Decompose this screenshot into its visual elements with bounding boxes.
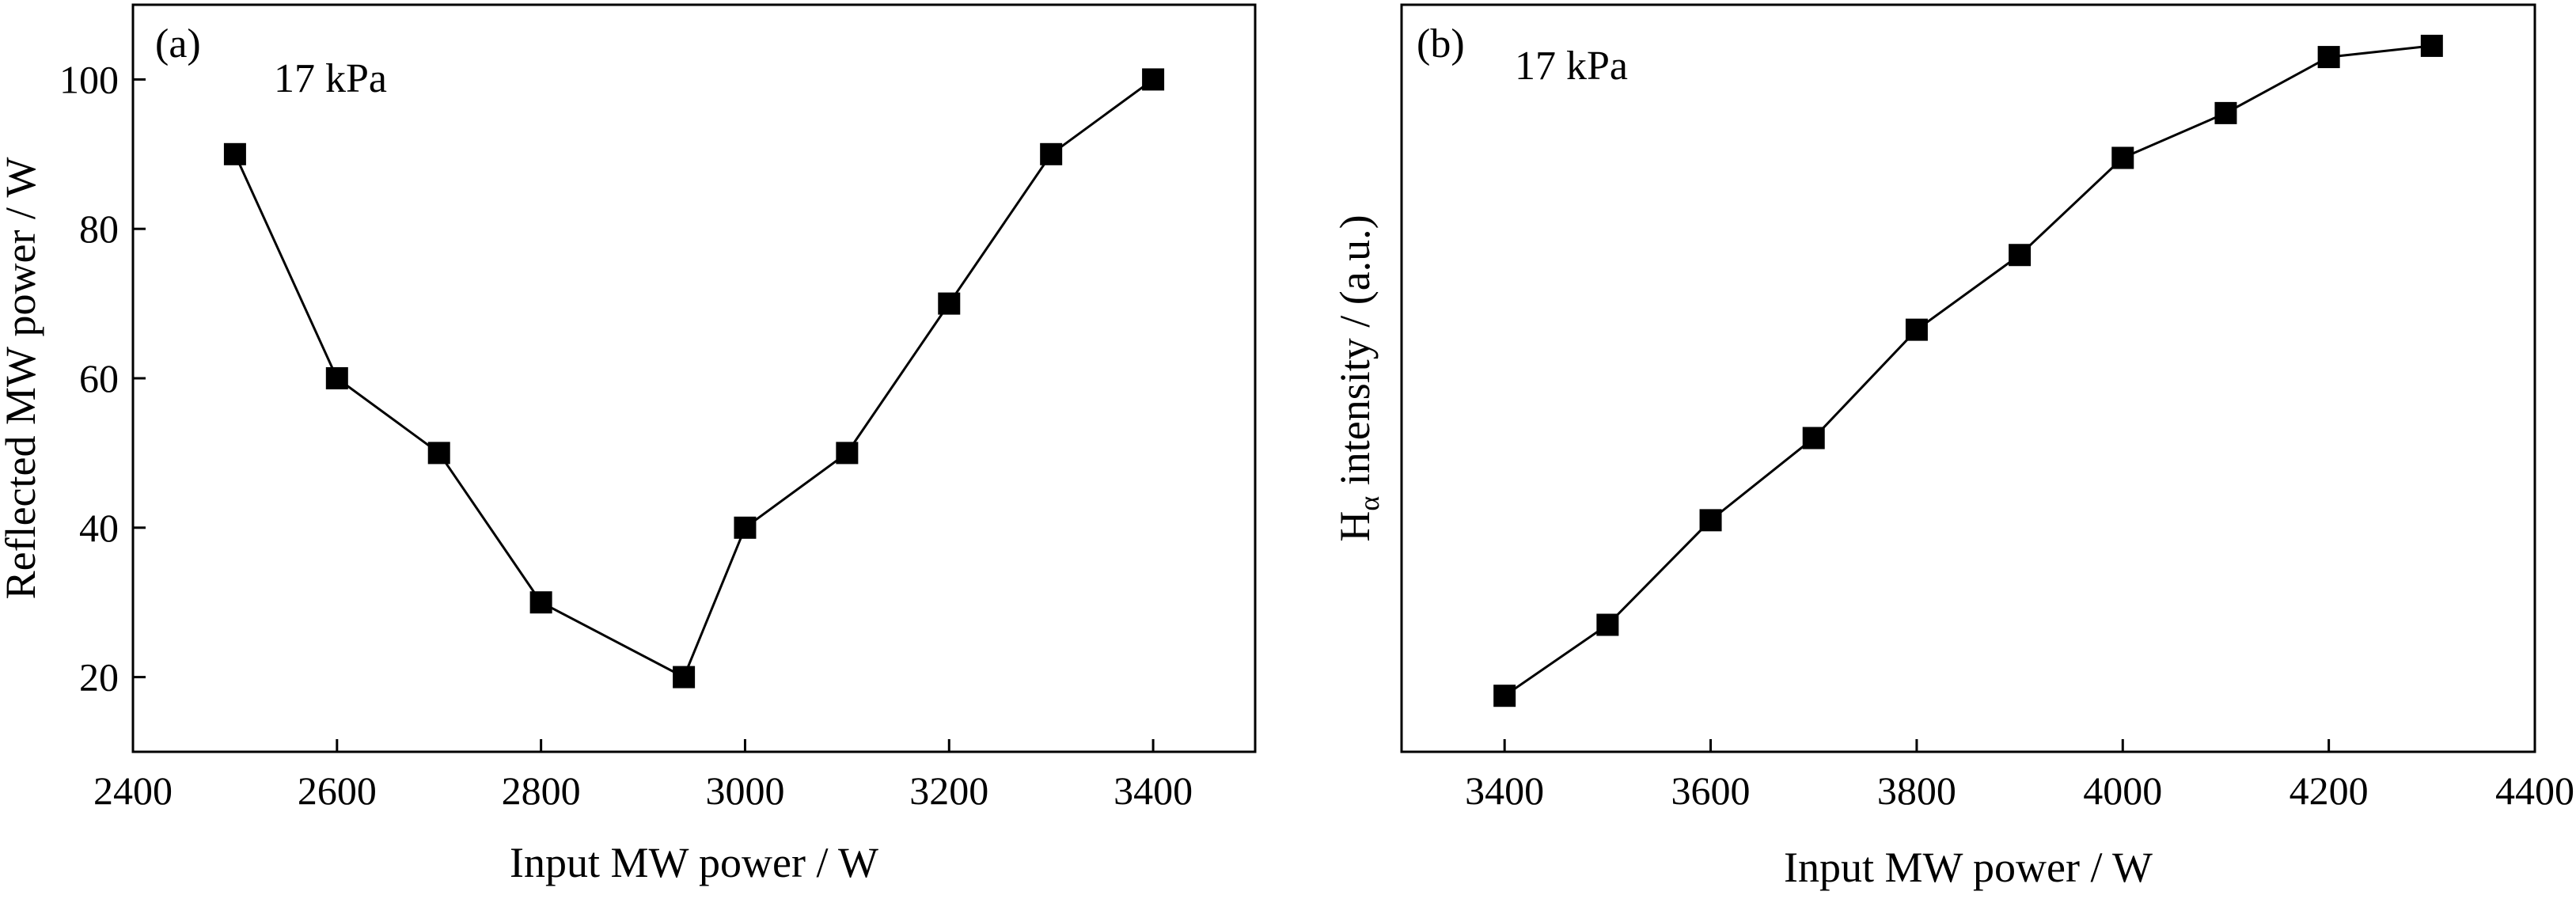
panel-b-pressure-annotation: 17 kPa [1515,44,1628,89]
panel-a-data-point [325,367,348,389]
panel-b-x-tick-label: 3800 [1877,768,1956,813]
panel-a-plot-frame [131,3,1257,753]
panel-b-y-axis-title: Hα intensity / (a.u.) [1331,214,1385,541]
panel-a-data-point [938,292,961,315]
panel-b-y-axis-title-main: H [1331,511,1379,542]
panel-b-x-tick-label: 3600 [1671,768,1751,813]
panel-a-pressure-annotation: 17 kPa [274,56,387,101]
panel-b-x-tick-label: 4400 [2495,768,2574,813]
panel-b-ticks [1503,739,2536,752]
panel-a-x-tick-label: 3400 [1113,768,1193,813]
panel-a-y-tick-label: 100 [59,57,119,101]
panel-a-data-point [223,142,246,165]
panel-b-data-point [2420,34,2443,57]
panel-a-tick-labels: 2400 2600 2800 3000 3200 3400 20 40 60 80 100 [59,57,1193,813]
panel-b-data-point [1699,509,1722,532]
panel-a-data-point [836,442,859,465]
panel-a-x-tick-label: 2400 [93,768,173,813]
panel-a-data-point [734,516,757,539]
panel-b-x-tick-label: 4200 [2290,768,2369,813]
panel-a-x-tick-label: 2800 [502,768,581,813]
panel-a-ticks [131,78,1155,752]
panel-a-y-tick-label: 20 [79,655,119,700]
panel-a-x-tick-label: 3000 [705,768,784,813]
panel-a-x-axis-title: Input MW power / W [510,839,878,886]
panel-a-y-tick-label: 60 [79,356,119,400]
panel-a-y-tick-label: 40 [79,506,119,550]
panel-b-data-point [1596,613,1619,636]
panel-b-data-point [1493,685,1516,707]
panel-a-y-axis-title: Reflected MW power / W [0,157,44,600]
panel-b-series-line [1504,44,2432,697]
panel-b-data-point [2317,46,2340,69]
panel-a-data-point [673,666,696,688]
panel-b-data-point [2214,101,2237,124]
panel-a-markers [223,68,1165,688]
panel-a-x-tick-label: 3200 [909,768,988,813]
panel-b-plot-frame [1400,3,2536,753]
panel-b-markers [1493,34,2443,707]
panel-b-x-tick-label: 3400 [1465,768,1544,813]
panel-a-data-point [1040,142,1063,165]
panel-b-x-axis-title: Input MW power / W [1784,844,2153,891]
panel-a-x-tick-label: 2600 [298,768,377,813]
panel-b-data-point [2111,146,2134,169]
panel-a-data-point [427,442,450,465]
panel-b-data-point [1905,318,1928,341]
panel-b-y-axis-title-rest: intensity / (a.u.) [1331,214,1379,495]
panel-a-data-point [529,591,552,614]
panel-a-label: (a) [155,21,201,66]
panel-b-data-point [2009,244,2032,267]
panel-b-tick-labels: 3400 3600 3800 4000 4200 4400 [1465,768,2574,813]
panel-a-y-tick-label: 80 [79,207,119,251]
panel-a-data-point [1142,68,1165,91]
panel-b: 3400 3600 3800 4000 4200 4400 (b) 17 kPa Inpu… [1331,3,2574,891]
panel-b-y-axis-title-subscript: α [1353,496,1385,511]
panel-b-label: (b) [1417,21,1465,66]
panel-b-data-point [1802,427,1825,450]
panel-a-series-line [233,78,1154,679]
panel-b-x-tick-label: 4000 [2083,768,2162,813]
